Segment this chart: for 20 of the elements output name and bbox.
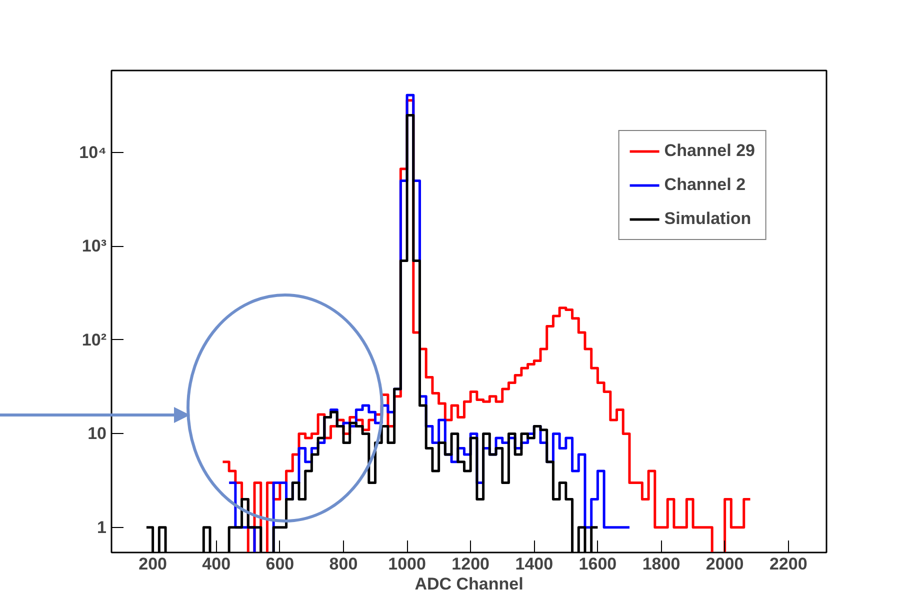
x-tick-label: 800 (329, 554, 358, 574)
x-tick-label: 1600 (578, 554, 617, 574)
legend-label: Simulation (664, 209, 752, 229)
x-tick-label: 1800 (642, 554, 680, 574)
y-tick-label: 10² (82, 330, 107, 350)
x-tick-label: 400 (202, 554, 231, 574)
x-tick-label: 2200 (769, 554, 808, 574)
y-tick-label: 10³ (82, 236, 107, 256)
x-tick-label: 1400 (515, 554, 554, 574)
y-tick-label: 10 (88, 424, 107, 444)
x-tick-label: 1200 (452, 554, 490, 574)
legend-label: Channel 2 (664, 175, 746, 195)
y-tick-label: 10⁴ (79, 143, 107, 162)
x-tick-label: 2000 (706, 554, 744, 574)
x-tick-label: 1000 (388, 554, 426, 574)
x-tick-label: 600 (266, 554, 294, 574)
y-tick-label: 1 (97, 518, 107, 537)
x-tick-label: 200 (138, 554, 168, 574)
x-axis-title: ADC Channel (414, 574, 524, 594)
legend-label: Channel 29 (664, 141, 755, 161)
